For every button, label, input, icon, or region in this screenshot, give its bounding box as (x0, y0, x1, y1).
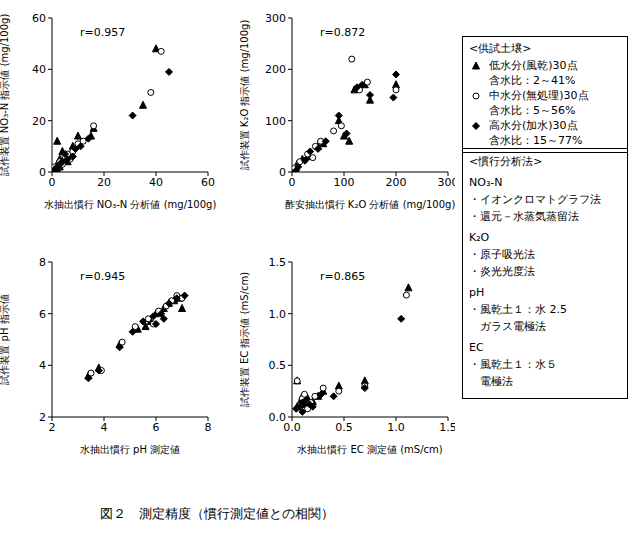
html-text:含水比：5～56%: 含水比：5～56% (489, 104, 576, 117)
svg-text:水抽出慣行 pH 測定値: 水抽出慣行 pH 測定値 (80, 444, 180, 455)
svg-text:20: 20 (32, 115, 46, 128)
svg-text:40: 40 (32, 63, 46, 76)
html-text:r=0.872: r=0.872 (320, 26, 366, 39)
svg-text:試作装置 K₂O 指示値 (mg/100g): 試作装置 K₂O 指示値 (mg/100g) (240, 20, 250, 171)
svg-text:1.0: 1.0 (387, 421, 405, 434)
html-text:pH: pH (469, 286, 485, 299)
svg-text:1.5: 1.5 (439, 421, 455, 434)
html-text:NO₃-N: NO₃-N (469, 176, 503, 189)
svg-text:試作装置 pH 指示値: 試作装置 pH 指示値 (8, 294, 10, 384)
html-text:図２ 測定精度（慣行測定値との相関）: 図２ 測定精度（慣行測定値との相関） (100, 506, 334, 521)
svg-text:6: 6 (39, 308, 46, 321)
html-text:r=0.865: r=0.865 (320, 270, 366, 283)
svg-text:0.0: 0.0 (269, 411, 287, 424)
html-text:EC: EC (469, 341, 484, 354)
svg-text:水抽出慣行 NO₃-N 分析値 (mg/100g): 水抽出慣行 NO₃-N 分析値 (mg/100g) (44, 199, 217, 210)
html-text:含水比：2～41%: 含水比：2～41% (489, 74, 576, 87)
html-text:電極法: 電極法 (469, 375, 513, 388)
svg-text:0.0: 0.0 (283, 420, 301, 434)
svg-text:試作装置 NO₃-N 指示値 (mg/100g): 試作装置 NO₃-N 指示値 (mg/100g) (8, 14, 10, 177)
svg-text:8: 8 (205, 421, 212, 434)
html-text:含水比：15～77%: 含水比：15～77% (489, 134, 583, 147)
html-text:<慣行分析法>: <慣行分析法> (469, 155, 543, 168)
svg-text:水抽出慣行 EC 測定値 (mS/cm): 水抽出慣行 EC 測定値 (mS/cm) (297, 444, 442, 455)
svg-text:100: 100 (265, 115, 286, 128)
svg-text:100: 100 (334, 176, 355, 189)
svg-text:0: 0 (39, 166, 46, 179)
html-text:中水分(無処理)30点: 中水分(無処理)30点 (489, 89, 589, 102)
svg-text:2: 2 (49, 421, 56, 434)
html-text:・風乾土１：水５: ・風乾土１：水５ (469, 358, 557, 371)
svg-text:試作装置 EC 指示値 (mS/cm): 試作装置 EC 指示値 (mS/cm) (240, 272, 250, 407)
svg-text:1.5: 1.5 (269, 256, 287, 269)
svg-text:20: 20 (97, 176, 111, 189)
svg-text:0: 0 (289, 176, 296, 189)
html-text:・イオンクロマトグラフ法: ・イオンクロマトグラフ法 (469, 193, 601, 206)
svg-text:4: 4 (101, 421, 108, 434)
svg-text:2: 2 (39, 411, 46, 424)
svg-text:60: 60 (32, 12, 46, 25)
svg-text:300: 300 (438, 176, 456, 189)
svg-text:40: 40 (149, 176, 163, 189)
html-text:ガラス電極法: ガラス電極法 (469, 320, 546, 333)
html-text:高水分(加水)30点: 高水分(加水)30点 (489, 119, 578, 132)
svg-text:4: 4 (39, 359, 46, 372)
html-text:<供試土壌>: <供試土壌> (469, 42, 532, 55)
svg-text:1.0: 1.0 (269, 308, 287, 321)
html-text:・還元－水蒸気蒸留法: ・還元－水蒸気蒸留法 (469, 210, 579, 223)
svg-text:0.5: 0.5 (335, 421, 353, 434)
html-text:・原子吸光法: ・原子吸光法 (469, 248, 535, 261)
svg-text:0: 0 (279, 166, 286, 179)
html-text:・風乾土１：水 2.5: ・風乾土１：水 2.5 (469, 303, 567, 316)
svg-text:200: 200 (265, 63, 286, 76)
svg-text:酢安抽出慣行 K₂O 分析値 (mg/100g): 酢安抽出慣行 K₂O 分析値 (mg/100g) (285, 199, 455, 210)
svg-text:8: 8 (39, 256, 46, 269)
svg-text:6: 6 (153, 421, 160, 434)
html-text:低水分(風乾)30点: 低水分(風乾)30点 (489, 59, 578, 72)
svg-text:0.5: 0.5 (269, 359, 287, 372)
svg-text:300: 300 (265, 12, 286, 25)
svg-text:0: 0 (49, 176, 56, 189)
svg-text:60: 60 (201, 176, 215, 189)
html-text:r=0.945: r=0.945 (80, 270, 126, 283)
html-text:r=0.957: r=0.957 (80, 26, 126, 39)
html-text:・炎光光度法: ・炎光光度法 (469, 265, 535, 278)
html-text:K₂O: K₂O (469, 231, 490, 244)
svg-text:200: 200 (386, 176, 407, 189)
